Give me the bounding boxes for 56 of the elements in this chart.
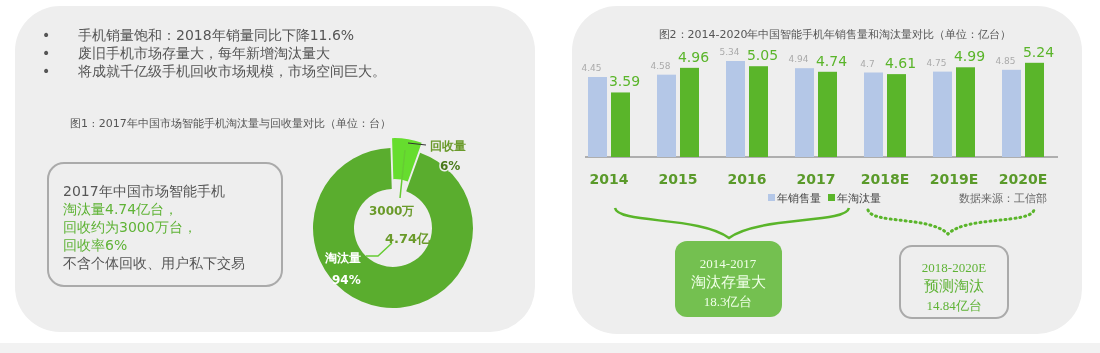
bar (795, 68, 814, 157)
chart-title: 图1 : 2017年中国市场智能手机淘汰量与回收量对比（单位：台） (70, 117, 391, 130)
x-tick-label: 2017 (796, 171, 836, 187)
bar (933, 71, 952, 157)
bar (887, 74, 906, 157)
text: 2014-2017 淘汰存量大 18.3亿台 (690, 256, 766, 309)
x-tick-label: 2018E (860, 171, 910, 187)
bar (588, 77, 607, 157)
source-note: 数据来源：工信部 (959, 192, 1047, 205)
text: 不含个体回收、用户私下交易 (63, 255, 245, 271)
bar (657, 74, 676, 157)
text: • 手机销量饱和：2018年销量同比下降11.6% (42, 27, 355, 43)
bar (1002, 69, 1021, 157)
text: 淘汰量4.74亿台， (63, 201, 179, 217)
x-tick-label: 2014 (589, 171, 629, 187)
data-label: 4.85 (995, 55, 1016, 66)
data-label: 4.58 (650, 60, 671, 71)
chart-title: 图2：2014-2020年中国智能手机年销售量和淘汰量对比（单位：亿台） (658, 28, 1012, 41)
data-label: 4.74 (815, 52, 848, 69)
x-tick-label: 2019E (929, 171, 979, 187)
data-label: 5.05 (746, 47, 779, 64)
text: • 废旧手机市场存量大，每年新增淘汰量大 (42, 45, 330, 61)
x-tick-label: 2015 (658, 171, 698, 187)
data-label: 4.61 (884, 55, 917, 72)
data-label: 4.99 (953, 48, 986, 65)
bar (611, 92, 630, 157)
text: 3000万 (369, 204, 415, 218)
data-label: 4.45 (581, 63, 602, 73)
data-label: 3.59 (608, 73, 641, 90)
text: 2018-2020E 预测淘汰 14.84亿台 (921, 260, 987, 313)
legend-label: 年淘汰量 (837, 192, 881, 205)
data-label: 4.94 (788, 54, 809, 65)
text: • 将成就千亿级手机回收市场规模，市场空间巨大。 (42, 63, 386, 79)
data-label: 94% (332, 273, 361, 287)
data-label: 6% (440, 159, 461, 173)
bar (749, 66, 768, 157)
text: 2017年中国市场智能手机 (63, 183, 225, 199)
data-label: 5.24 (1022, 43, 1055, 60)
bar (726, 61, 745, 157)
bar (818, 71, 837, 157)
data-label: 4.7 (860, 58, 875, 69)
text: 回收约为3000万台， (63, 219, 197, 235)
bar (864, 72, 883, 157)
slice-label: 回收量 (430, 139, 466, 153)
x-tick-label: 2020E (998, 171, 1048, 187)
text: 回收率6% (63, 237, 128, 253)
slice-label: 淘汰量 (324, 251, 361, 265)
data-label: 4.75 (926, 57, 947, 68)
bar (1025, 62, 1044, 157)
bar (956, 67, 975, 157)
bar (680, 67, 699, 157)
legend-label: 年销售量 (777, 192, 821, 205)
data-label: 4.96 (677, 48, 710, 65)
x-tick-label: 2016 (727, 171, 767, 187)
text: 4.74亿 (385, 231, 432, 246)
data-label: 5.34 (719, 47, 740, 57)
